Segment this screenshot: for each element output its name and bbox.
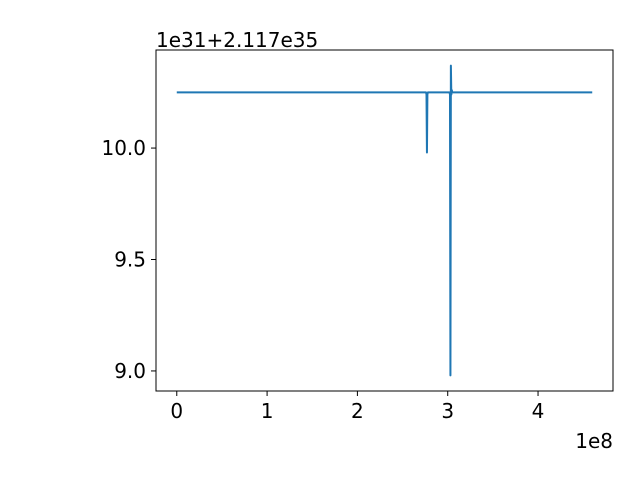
y-tick-label: 9.5 [114,248,146,272]
y-tick-label: 10.0 [101,136,146,160]
x-tick-label: 3 [441,399,454,423]
y-tick-label: 9.0 [114,359,146,383]
x-tick-label: 0 [170,399,183,423]
y-axis: 9.0 9.5 10.0 [101,136,156,383]
plot-layer [176,64,593,377]
y-offset-label: 1e31+2.117e35 [156,28,318,52]
axes-frame [155,49,614,392]
x-tick-label: 4 [532,399,545,423]
series-line-0 [176,64,593,377]
x-tick-label: 1 [261,399,274,423]
x-offset-label: 1e8 [575,429,613,453]
x-tick-label: 2 [351,399,364,423]
x-axis: 0 1 2 3 4 [170,391,544,423]
